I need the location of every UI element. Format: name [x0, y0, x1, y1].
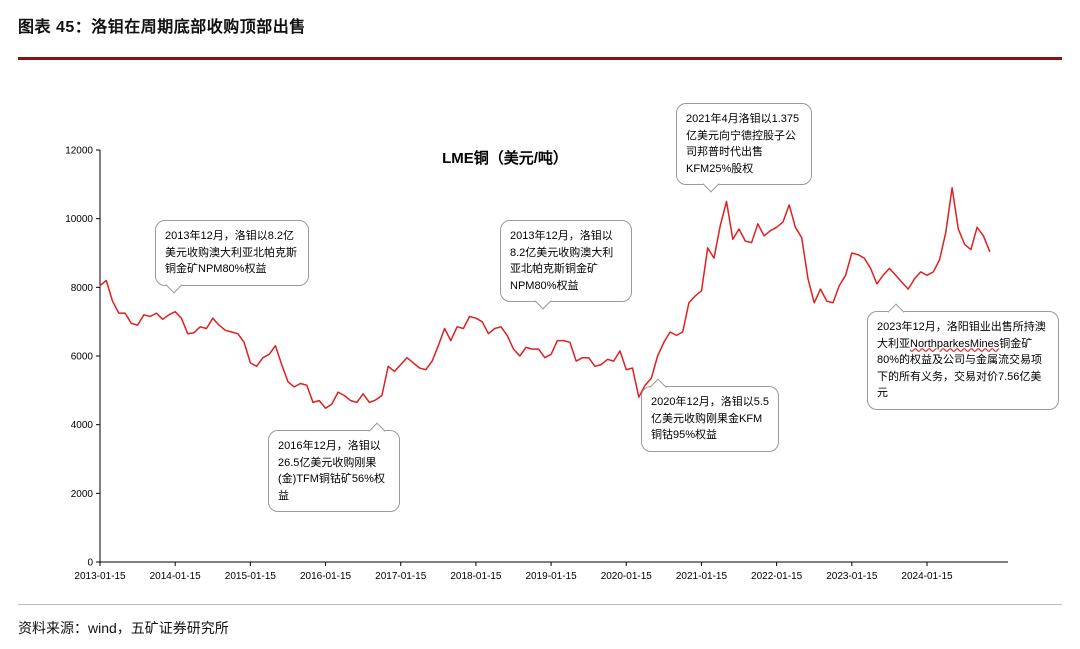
annotation-text: 2021年4月洛钼以1.375亿美元向宁德控股子公司邦普时代出售KFM25%股权	[686, 113, 800, 175]
annotation-highlight-term: NorthparkesMines	[910, 337, 1000, 350]
svg-text:2000: 2000	[71, 489, 94, 500]
svg-text:4000: 4000	[71, 420, 94, 431]
svg-text:6000: 6000	[71, 352, 94, 363]
annotation-text: 2020年12月，洛钼以5.5亿美元收购刚果金KFM铜钴95%权益	[651, 396, 769, 441]
svg-text:2023-01-15: 2023-01-15	[826, 571, 878, 582]
footer-divider	[18, 604, 1062, 605]
annotation-callout-2016-acquisition: 2016年12月，洛钼以26.5亿美元收购刚果(金)TFM铜钴矿56%权益	[268, 422, 400, 512]
annotation-callout-2021-sale: 2021年4月洛钼以1.375亿美元向宁德控股子公司邦普时代出售KFM25%股权	[676, 103, 812, 193]
source-note: 资料来源：wind，五矿证券研究所	[18, 620, 229, 636]
annotation-callout-2023-sale: 2023年12月，洛阳钼业出售所持澳大利亚NorthparkesMines铜金矿…	[867, 303, 1059, 410]
annotation-text: 2013年12月，洛钼以8.2亿美元收购澳大利亚北帕克斯铜金矿NPM80%权益	[165, 230, 297, 275]
svg-text:2024-01-15: 2024-01-15	[901, 571, 953, 582]
annotation-callout-2013-acquisition: 2013年12月，洛钼以8.2亿美元收购澳大利亚北帕克斯铜金矿NPM80%权益	[155, 220, 309, 293]
svg-text:2019-01-15: 2019-01-15	[526, 571, 578, 582]
annotation-text: 2013年12月，洛钼以8.2亿美元收购澳大利亚北帕克斯铜金矿NPM80%权益	[510, 230, 614, 292]
annotation-callout-2013-acquisition-duplicate: 2013年12月，洛钼以8.2亿美元收购澳大利亚北帕克斯铜金矿NPM80%权益	[500, 220, 632, 310]
svg-text:12000: 12000	[65, 146, 93, 157]
svg-text:2015-01-15: 2015-01-15	[225, 571, 277, 582]
svg-text:2021-01-15: 2021-01-15	[676, 571, 728, 582]
svg-text:2016-01-15: 2016-01-15	[300, 571, 352, 582]
svg-text:2017-01-15: 2017-01-15	[375, 571, 427, 582]
svg-text:10000: 10000	[65, 214, 93, 225]
annotation-text-before: 2023年12月，洛阳钼业出售所持澳大利亚	[877, 321, 1046, 350]
svg-text:2022-01-15: 2022-01-15	[751, 571, 803, 582]
svg-text:0: 0	[87, 558, 93, 569]
svg-text:8000: 8000	[71, 283, 94, 294]
annotation-text-after: 铜金矿80%的权益及公司与金属流交易项下的所有义务，交易对价7.56亿美元	[877, 337, 1043, 400]
figure-title: 图表 45：洛钼在周期底部收购顶部出售	[18, 19, 306, 36]
chart-title: LME铜（美元/吨）	[442, 150, 568, 167]
svg-text:2018-01-15: 2018-01-15	[450, 571, 502, 582]
svg-text:2014-01-15: 2014-01-15	[150, 571, 202, 582]
svg-text:2013-01-15: 2013-01-15	[74, 571, 126, 582]
annotation-callout-2020-acquisition: 2020年12月，洛钼以5.5亿美元收购刚果金KFM铜钴95%权益	[641, 378, 779, 452]
svg-text:2020-01-15: 2020-01-15	[601, 571, 653, 582]
annotation-text: 2016年12月，洛钼以26.5亿美元收购刚果(金)TFM铜钴矿56%权益	[278, 440, 385, 502]
header-divider	[18, 57, 1062, 60]
